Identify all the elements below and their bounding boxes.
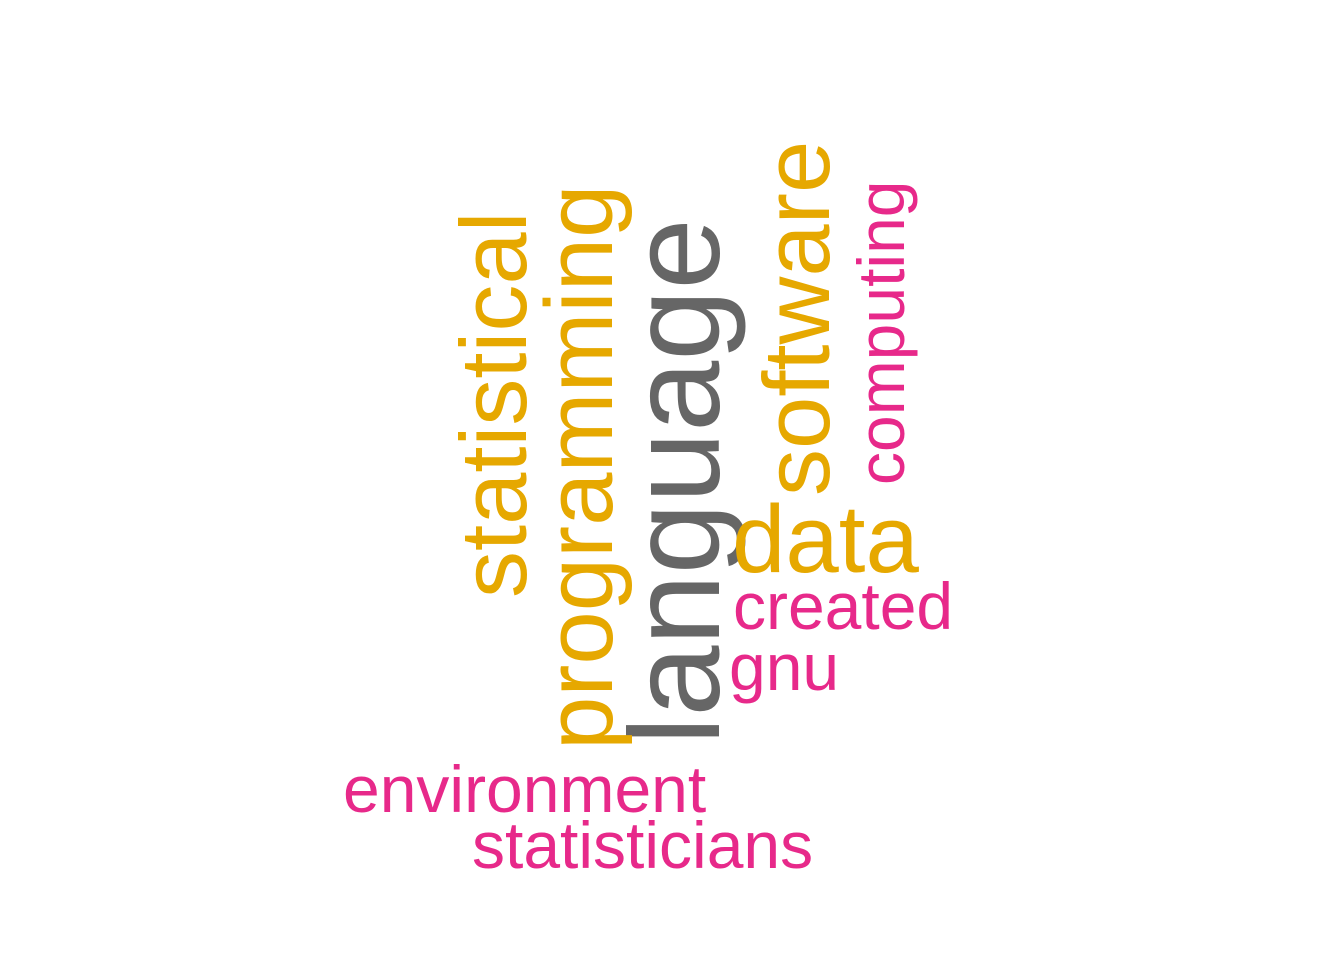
word-statisticians: statisticians (472, 808, 814, 882)
word-created: created (733, 569, 954, 643)
word-software: software (744, 140, 849, 496)
word-statistical: statistical (441, 211, 546, 598)
word-data: data (732, 486, 919, 593)
word-gnu: gnu (729, 630, 840, 704)
word-environment: environment (343, 752, 707, 826)
word-programming: programming (526, 184, 633, 750)
word-computing: computing (844, 180, 918, 485)
